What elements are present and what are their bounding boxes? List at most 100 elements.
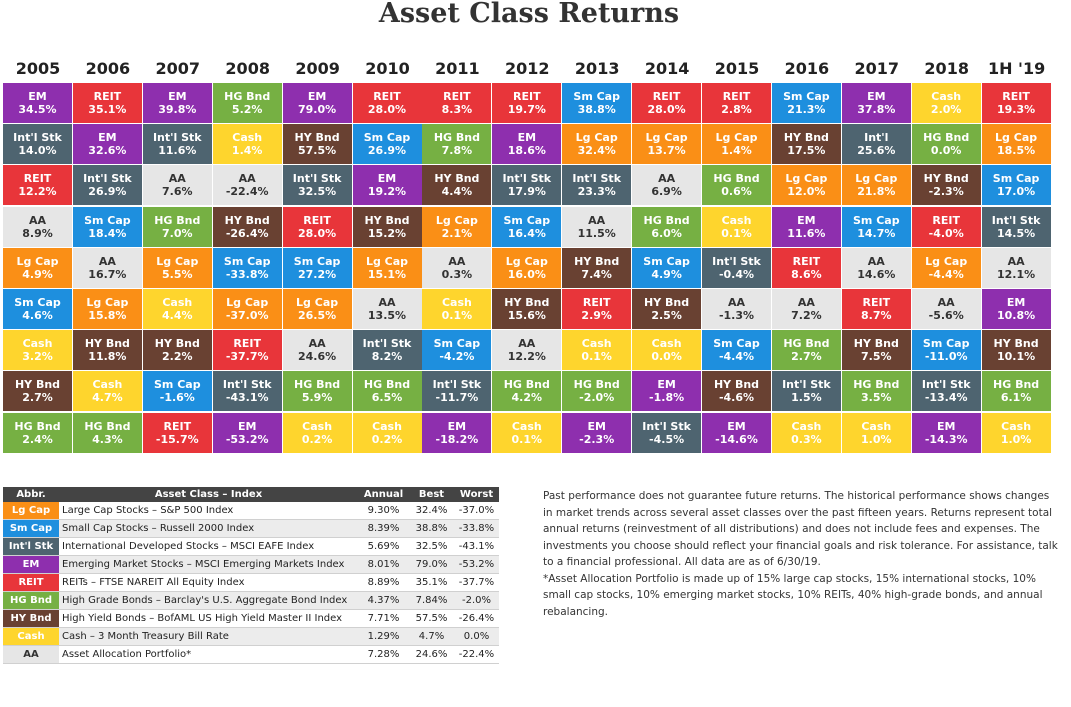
legend-row-reit: REIT REITs – FTSE NAREIT All Equity Index… <box>3 573 499 592</box>
return-value: 32.5% <box>298 185 337 199</box>
return-cell-2009-sm-cap: Sm Cap 27.2% <box>282 247 352 288</box>
return-value: 2.7% <box>791 350 822 364</box>
return-value: 15.1% <box>367 267 407 281</box>
asset-label: Int'l Stk <box>362 337 412 351</box>
return-value: -11.0% <box>924 350 968 364</box>
return-cell-2007-aa: AA 7.6% <box>142 165 212 206</box>
legend-description: Emerging Market Stocks – MSCI Emerging M… <box>59 555 358 574</box>
asset-label: Lg Cap <box>156 254 199 268</box>
return-cell-1h-19-lg-cap: Lg Cap 18.5% <box>981 124 1051 165</box>
legend-description: High Yield Bonds – BofAML US High Yield … <box>59 609 358 628</box>
return-value: 6.0% <box>651 226 682 240</box>
return-value: 2.7% <box>22 391 53 405</box>
return-value: 7.6% <box>162 185 193 199</box>
asset-label: Sm Cap <box>223 254 271 268</box>
return-cell-2014-int-l-stk: Int'l Stk -4.5% <box>632 412 702 453</box>
return-cell-2012-cash: Cash 0.1% <box>492 412 562 453</box>
return-value: 32.6% <box>88 144 127 158</box>
return-value: 0.1% <box>511 432 543 446</box>
asset-label: EM <box>307 90 327 103</box>
return-value: 8.9% <box>22 226 53 240</box>
asset-label: HG Bnd <box>294 378 341 392</box>
return-value: -1.8% <box>649 391 685 405</box>
asset-label: REIT <box>582 296 611 309</box>
return-cell-2017-hg-bnd: HG Bnd 3.5% <box>841 371 911 412</box>
return-value: 15.8% <box>88 309 127 322</box>
return-cell-1h-19-reit: REIT 19.3% <box>981 83 1051 123</box>
asset-label: HY Bnd <box>84 337 130 351</box>
legend-abbr: Sm Cap <box>3 519 59 538</box>
return-value: -26.4% <box>225 226 269 240</box>
return-value: 17.0% <box>997 185 1036 199</box>
legend-annual: 1.29% <box>358 627 409 646</box>
return-value: 2.5% <box>651 309 682 322</box>
asset-label: Cash <box>1001 419 1032 433</box>
asset-label: HG Bnd <box>853 378 900 392</box>
return-value: -4.5% <box>649 432 685 446</box>
return-cell-2010-hg-bnd: HG Bnd 6.5% <box>352 371 422 412</box>
return-value: -4.0% <box>928 226 964 240</box>
return-value: 25.6% <box>857 144 896 158</box>
legend-annual: 8.89% <box>358 573 409 592</box>
asset-label: HY Bnd <box>574 254 620 268</box>
return-cell-2014-hy-bnd: HY Bnd 2.5% <box>632 289 702 329</box>
return-value: 14.0% <box>18 144 57 158</box>
return-value: 28.0% <box>298 226 337 240</box>
asset-label: REIT <box>792 254 821 268</box>
return-cell-1h-19-em: EM 10.8% <box>981 289 1051 329</box>
asset-label: AA <box>658 172 676 186</box>
legend-abbr: Cash <box>3 627 59 646</box>
return-value: 4.6% <box>22 309 53 322</box>
return-value: 19.3% <box>997 103 1036 116</box>
asset-label: HG Bnd <box>154 213 201 227</box>
return-cell-2018-int-l-stk: Int'l Stk -13.4% <box>911 371 981 412</box>
return-cell-2018-sm-cap: Sm Cap -11.0% <box>911 330 981 371</box>
asset-label: Int'l Stk <box>921 378 971 392</box>
return-value: 7.8% <box>441 144 473 158</box>
return-cell-2007-int-l-stk: Int'l Stk 11.6% <box>142 124 212 165</box>
return-value: 6.1% <box>1000 391 1032 405</box>
return-cell-2015-hy-bnd: HY Bnd -4.6% <box>702 371 771 412</box>
return-cell-2008-cash: Cash 1.4% <box>212 124 282 165</box>
asset-label: AA <box>727 296 746 309</box>
return-cell-2011-cash: Cash 0.1% <box>422 289 492 329</box>
return-cell-2014-reit: REIT 28.0% <box>632 83 702 123</box>
asset-label: Lg Cap <box>16 254 59 268</box>
year-header-2018: 2018 <box>924 59 969 78</box>
return-value: 2.4% <box>22 432 53 446</box>
asset-label: Sm Cap <box>713 337 760 351</box>
return-cell-2007-hg-bnd: HG Bnd 7.0% <box>142 206 212 247</box>
return-cell-1h-19-hg-bnd: HG Bnd 6.1% <box>981 371 1051 412</box>
return-value: -2.0% <box>579 391 615 405</box>
return-value: 14.7% <box>857 226 896 240</box>
legend-header-worst: Worst <box>454 487 499 502</box>
asset-label: Cash <box>441 296 472 309</box>
return-value: -0.4% <box>718 267 755 281</box>
asset-label: EM <box>98 131 117 145</box>
asset-label: HG Bnd <box>783 337 830 351</box>
return-cell-2005-hg-bnd: HG Bnd 2.4% <box>3 412 72 453</box>
footnote-text: *Asset Allocation Portfolio is made up o… <box>543 572 1043 618</box>
return-cell-2005-hy-bnd: HY Bnd 2.7% <box>3 371 72 412</box>
asset-label: REIT <box>93 90 122 103</box>
year-header-2013: 2013 <box>574 59 620 78</box>
return-value: 3.5% <box>861 391 892 405</box>
return-value: 2.0% <box>930 103 962 116</box>
return-value: -2.3% <box>579 432 615 446</box>
asset-label: AA <box>937 296 955 309</box>
asset-label: AA <box>867 254 885 268</box>
return-cell-2009-cash: Cash 0.2% <box>282 412 352 453</box>
return-value: 1.5% <box>791 391 822 405</box>
asset-label: Int'l Stk <box>991 213 1041 227</box>
asset-label: Cash <box>372 419 402 433</box>
return-cell-2017-reit: REIT 8.7% <box>841 289 911 329</box>
return-value: -14.6% <box>715 432 758 446</box>
return-value: 7.5% <box>861 350 892 364</box>
return-value: 17.5% <box>787 144 826 158</box>
asset-label: AA <box>238 172 256 186</box>
return-value: 10.8% <box>997 309 1036 322</box>
return-cell-2010-sm-cap: Sm Cap 26.9% <box>352 124 422 165</box>
return-cell-2016-hg-bnd: HG Bnd 2.7% <box>771 330 841 371</box>
return-value: 12.0% <box>787 185 826 199</box>
return-cell-2015-hg-bnd: HG Bnd 0.6% <box>702 165 771 206</box>
